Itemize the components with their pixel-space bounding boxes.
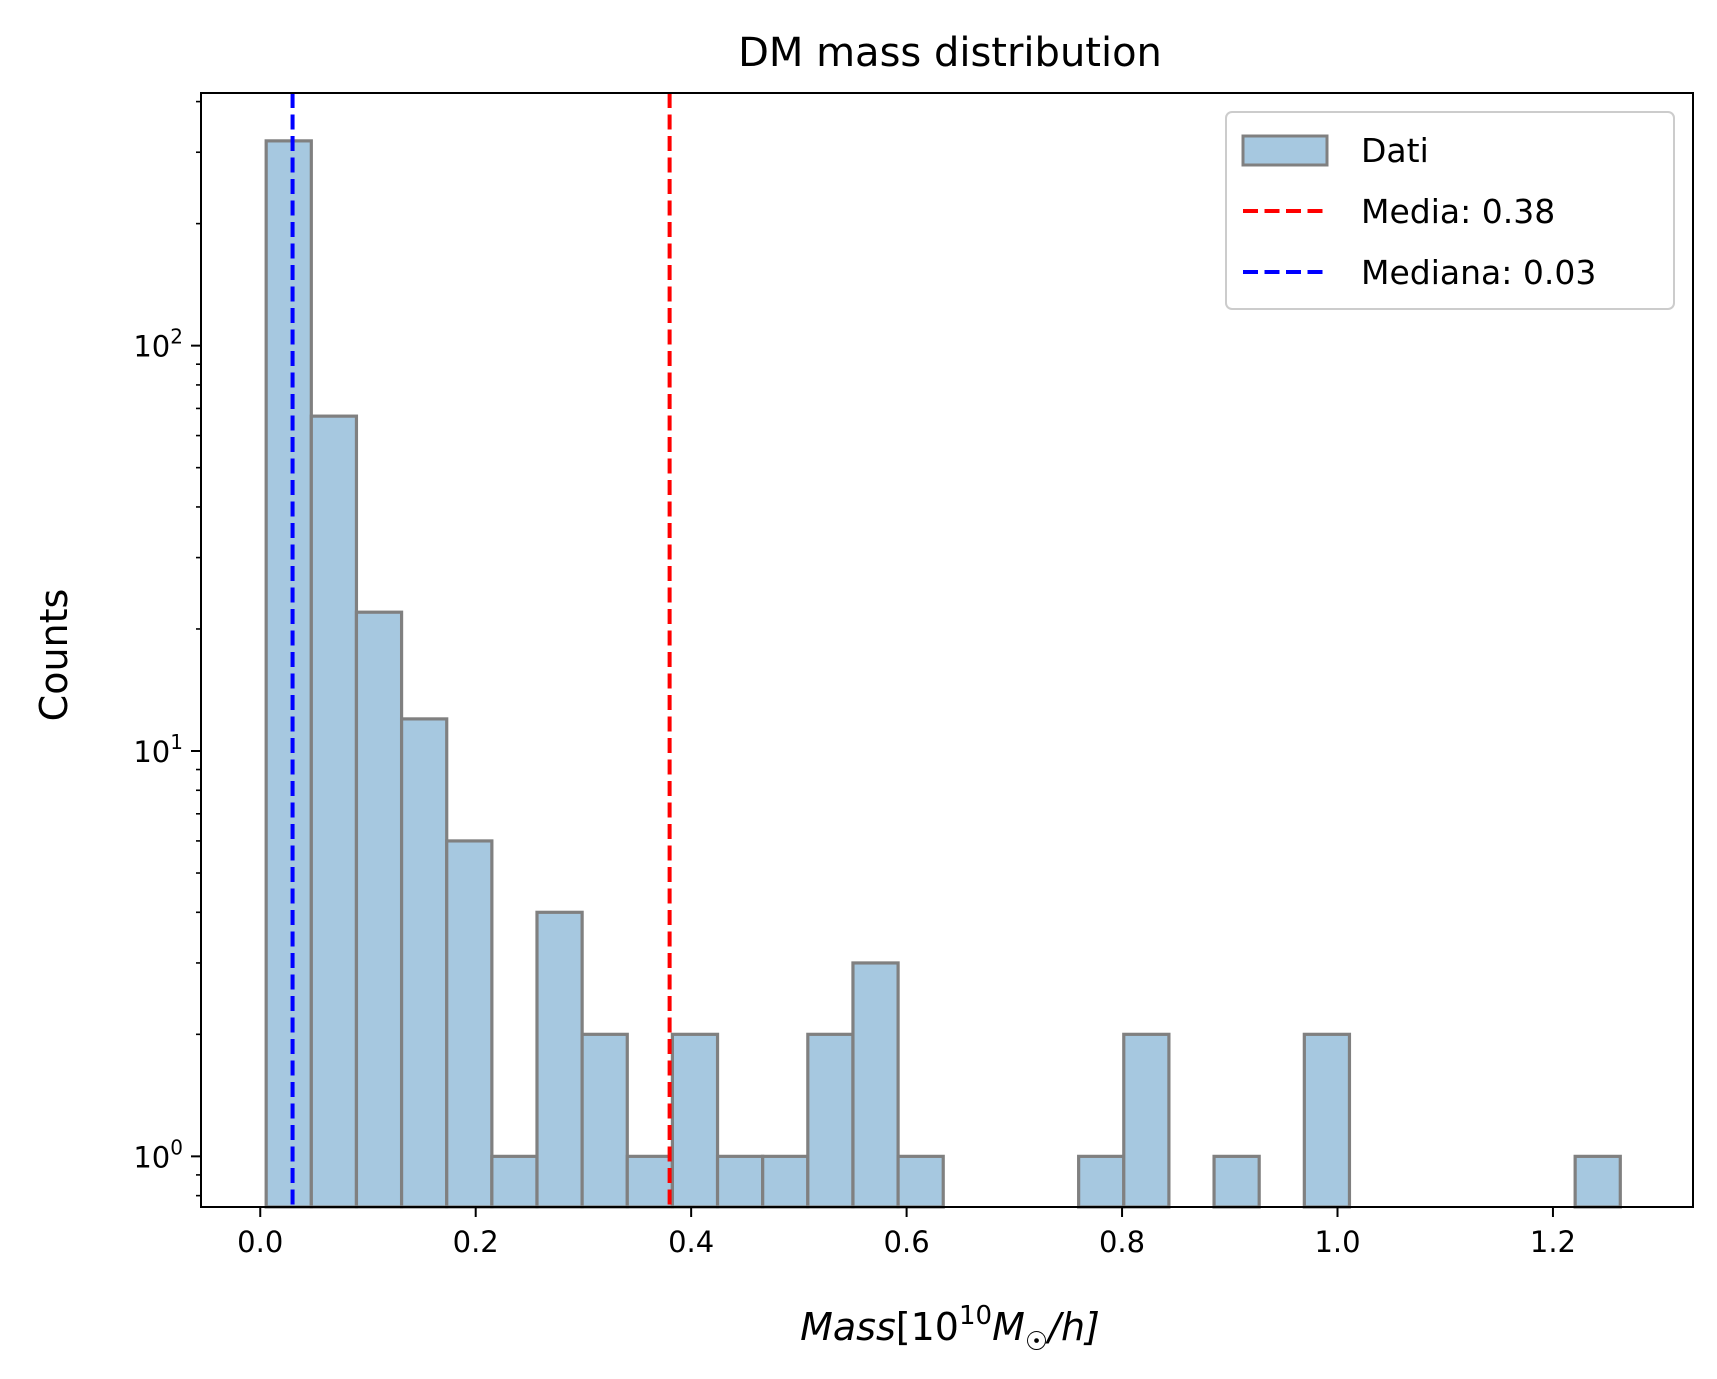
histogram-bar <box>896 1154 945 1209</box>
histogram-bar <box>580 1032 629 1209</box>
histogram-bar <box>1212 1154 1261 1209</box>
histogram-bar <box>625 1154 675 1209</box>
x-axis-label-exp: 10 <box>959 1301 992 1331</box>
y-tick-label: 102 <box>133 325 183 364</box>
legend-label: Media: 0.38 <box>1361 192 1555 231</box>
histogram-bar <box>1573 1154 1622 1209</box>
histogram-bar <box>445 839 494 1209</box>
x-tick-label: 0.6 <box>884 1225 930 1259</box>
histogram-bar <box>851 961 900 1209</box>
x-axis-label-sym: M <box>992 1305 1025 1349</box>
histogram-bar <box>264 139 313 1209</box>
x-tick-label: 0.8 <box>1099 1225 1145 1259</box>
y-tick-label: 100 <box>133 1135 183 1174</box>
x-tick-label: 0.2 <box>453 1225 499 1259</box>
legend-label: Mediana: 0.03 <box>1361 253 1596 292</box>
legend-label: Dati <box>1361 131 1429 170</box>
y-axis-label: Counts <box>32 589 76 722</box>
legend-box <box>1225 111 1675 310</box>
chart-title: DM mass distribution <box>738 30 1162 76</box>
x-tick-label: 0.0 <box>237 1225 283 1259</box>
histogram-bar <box>535 910 584 1209</box>
x-tick-label: 1.2 <box>1530 1225 1576 1259</box>
plot-area <box>264 93 1622 1209</box>
y-tick-label: 101 <box>133 730 183 769</box>
x-axis-label-open: [10 <box>896 1305 959 1349</box>
histogram-bar <box>670 1032 720 1209</box>
histogram-bar <box>715 1154 765 1209</box>
histogram-bar <box>1122 1032 1171 1209</box>
axes-frame <box>200 92 1694 1208</box>
x-axis-label-tail: /h] <box>1045 1305 1100 1349</box>
histogram-bar <box>399 717 449 1209</box>
histogram-bar <box>806 1032 855 1209</box>
legend-swatch <box>1241 134 1329 167</box>
x-axis-label-sun: ☉ <box>1025 1327 1048 1357</box>
histogram-bar <box>309 414 359 1209</box>
x-tick-label: 1.0 <box>1314 1225 1360 1259</box>
x-axis-label-var: Mass <box>800 1305 896 1349</box>
histogram-bar <box>1302 1032 1352 1209</box>
histogram-bar <box>354 610 404 1209</box>
x-tick-label: 0.4 <box>668 1225 714 1259</box>
histogram-bar <box>1077 1154 1126 1209</box>
histogram-bar <box>490 1154 539 1209</box>
histogram-bar <box>761 1154 810 1209</box>
axes: 0.0 0.2 0.4 0.6 0.8 1.0 1.2 100 101 102 <box>133 92 1694 1259</box>
legend: Dati Media: 0.38 Mediana: 0.03 <box>1225 111 1675 310</box>
x-axis-label: Mass[1010M☉/h] <box>800 1301 1100 1357</box>
